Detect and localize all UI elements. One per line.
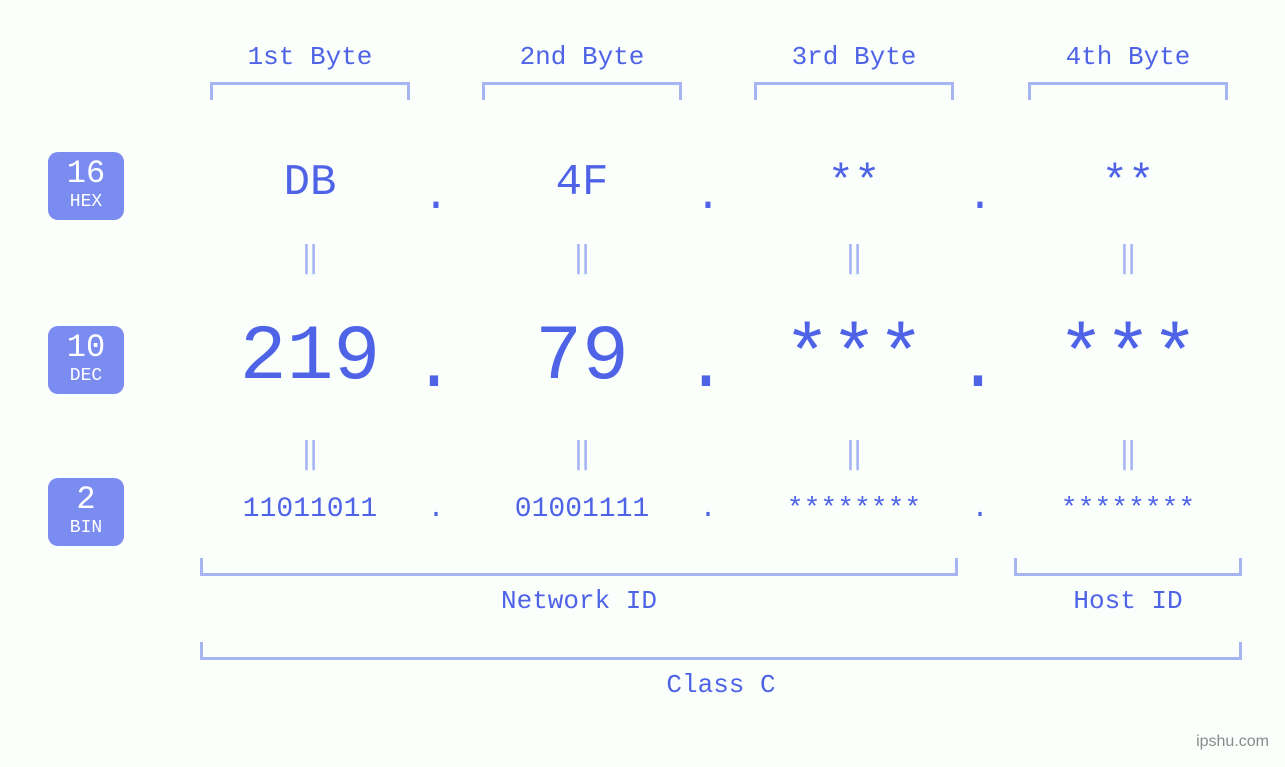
bracket-top-4 xyxy=(1028,82,1228,100)
byte-header-1: 1st Byte xyxy=(180,42,440,72)
row-dec: 219 . 79 . *** . *** xyxy=(180,314,1255,404)
hex-dot-1: . xyxy=(418,172,454,222)
bracket-network xyxy=(200,558,958,576)
base-badge-bin: 2 BIN xyxy=(48,478,124,546)
byte-header-4: 4th Byte xyxy=(998,42,1258,72)
bin-dot-2: . xyxy=(698,494,718,525)
eq-2-4: ‖ xyxy=(1028,436,1228,473)
byte-header-2: 2nd Byte xyxy=(452,42,712,72)
label-network: Network ID xyxy=(200,586,958,616)
bin-byte-4: ******** xyxy=(1014,494,1242,525)
dec-dot-2: . xyxy=(684,326,728,408)
bin-byte-2: 01001111 xyxy=(468,494,696,525)
eq-1-3: ‖ xyxy=(754,240,954,277)
base-label-hex: HEX xyxy=(48,192,124,212)
dec-byte-3: *** xyxy=(724,314,984,402)
source-label: ipshu.com xyxy=(1196,733,1269,751)
dec-byte-4: *** xyxy=(998,314,1258,402)
base-badge-dec: 10 DEC xyxy=(48,326,124,394)
bin-dot-3: . xyxy=(970,494,990,525)
base-num-dec: 10 xyxy=(48,332,124,364)
hex-byte-3: ** xyxy=(754,158,954,208)
dec-dot-3: . xyxy=(956,326,1000,408)
eq-2-1: ‖ xyxy=(210,436,410,473)
base-badge-hex: 16 HEX xyxy=(48,152,124,220)
bracket-class xyxy=(200,642,1242,660)
byte-header-3: 3rd Byte xyxy=(724,42,984,72)
bracket-top-2 xyxy=(482,82,682,100)
eq-2-3: ‖ xyxy=(754,436,954,473)
eq-1-2: ‖ xyxy=(482,240,682,277)
eq-2-2: ‖ xyxy=(482,436,682,473)
base-num-hex: 16 xyxy=(48,158,124,190)
dec-byte-2: 79 xyxy=(452,314,712,402)
hex-dot-3: . xyxy=(962,172,998,222)
base-label-bin: BIN xyxy=(48,518,124,538)
base-num-bin: 2 xyxy=(48,484,124,516)
row-hex: DB . 4F . ** . ** xyxy=(180,158,1255,218)
bracket-top-1 xyxy=(210,82,410,100)
eq-1-4: ‖ xyxy=(1028,240,1228,277)
label-host: Host ID xyxy=(1014,586,1242,616)
hex-byte-1: DB xyxy=(210,158,410,208)
bracket-host xyxy=(1014,558,1242,576)
dec-dot-1: . xyxy=(412,326,456,408)
bin-byte-3: ******** xyxy=(740,494,968,525)
hex-dot-2: . xyxy=(690,172,726,222)
ip-diagram: 1st Byte 2nd Byte 3rd Byte 4th Byte 16 H… xyxy=(0,0,1285,767)
bracket-top-3 xyxy=(754,82,954,100)
dec-byte-1: 219 xyxy=(180,314,440,402)
row-bin: 11011011 . 01001111 . ******** . *******… xyxy=(180,494,1255,544)
hex-byte-2: 4F xyxy=(482,158,682,208)
eq-1-1: ‖ xyxy=(210,240,410,277)
bin-byte-1: 11011011 xyxy=(196,494,424,525)
bin-dot-1: . xyxy=(426,494,446,525)
label-class: Class C xyxy=(200,670,1242,700)
hex-byte-4: ** xyxy=(1028,158,1228,208)
base-label-dec: DEC xyxy=(48,366,124,386)
